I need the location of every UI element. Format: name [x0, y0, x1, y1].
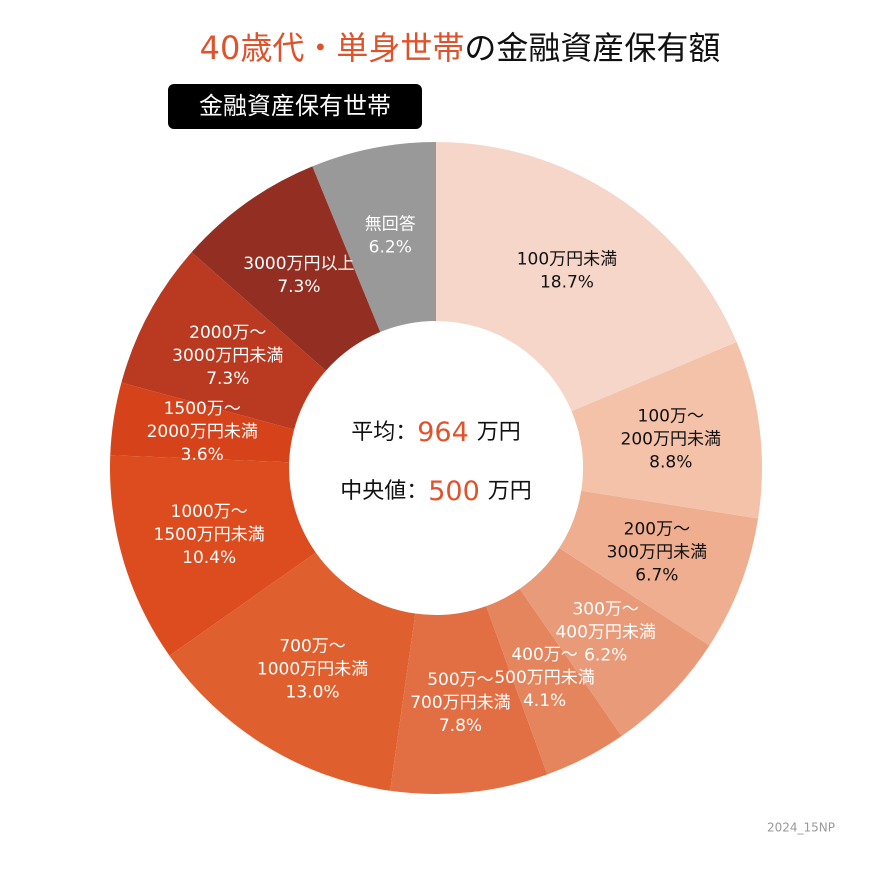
slice-value-label: 8.8%	[649, 452, 692, 472]
median-value: 500	[428, 476, 480, 507]
donut-slice	[436, 142, 737, 412]
median-text: 中央値：500 万円	[340, 476, 532, 507]
slice-category: 1000万～ 1500万円未満	[154, 502, 265, 545]
slice-value-label: 6.7%	[635, 566, 678, 586]
donut-slice	[312, 142, 436, 332]
title-highlight: 40歳代・単身世帯	[200, 29, 465, 67]
donut-slice	[110, 382, 295, 463]
slice-value-label: 6.2%	[369, 237, 412, 257]
donut-slice	[486, 588, 622, 775]
slice-category: 400万～ 500万円未満	[494, 645, 594, 688]
donut-slice	[519, 548, 710, 737]
slice-value-label: 18.7%	[540, 273, 594, 293]
donut-slice	[571, 341, 762, 519]
donut-slice	[121, 252, 326, 430]
mean-text: 平均：964 万円	[351, 417, 521, 448]
slice-category: 1500万～ 2000万円未満	[147, 399, 258, 442]
slice-category: 700万～ 1000万円未満	[257, 637, 368, 680]
mean-value: 964	[417, 417, 469, 448]
slice-value-label: 13.0%	[286, 683, 340, 703]
note: 2024_15NP	[767, 821, 835, 835]
slice-category: 無回答	[365, 214, 416, 234]
slice-category: 2000万～ 3000万円未満	[172, 323, 283, 366]
slice-category: 100万円未満	[517, 250, 617, 270]
title-rest: の金融資産保有額	[464, 29, 720, 67]
donut-slice	[390, 606, 548, 794]
slice-value-label: 10.4%	[182, 548, 236, 568]
median-label: 中央値：	[340, 479, 428, 504]
median-unit: 万円	[488, 479, 532, 504]
slice-value-label: 3.6%	[181, 445, 224, 465]
mean-label: 平均：	[351, 420, 417, 445]
subtitle: 金融資産保有世帯	[199, 92, 391, 120]
slice-value-label: 4.1%	[523, 691, 566, 711]
slice-category: 300万～ 400万円未満	[555, 600, 655, 643]
slice-value-label: 6.2%	[584, 646, 627, 666]
donut-slice	[110, 455, 316, 656]
chart-title: 40歳代・単身世帯の金融資産保有額	[200, 29, 721, 67]
slice-category: 3000万円以上	[243, 254, 354, 274]
slice-category: 100万～ 200万円未満	[621, 406, 721, 449]
donut-slice	[191, 166, 381, 371]
donut-slice	[169, 552, 416, 791]
slice-category: 500万～ 700万円未満	[410, 670, 510, 713]
donut-slice	[559, 490, 759, 646]
slice-value-label: 7.8%	[439, 716, 482, 736]
slice-category: 200万～ 300万円未満	[607, 520, 707, 563]
slice-value-label: 7.3%	[206, 369, 249, 389]
mean-unit: 万円	[477, 420, 521, 445]
subtitle-badge	[168, 84, 422, 129]
slice-value-label: 7.3%	[277, 277, 320, 297]
